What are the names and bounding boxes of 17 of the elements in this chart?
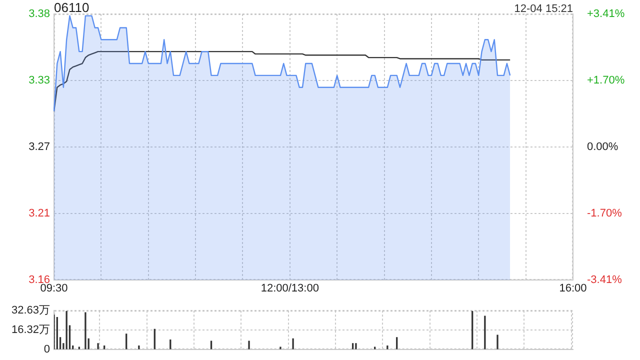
chart-title: 06110 <box>54 0 90 15</box>
y2-tick-label: +1.70% <box>587 74 625 87</box>
y-tick-label: 16.32万 <box>11 324 50 336</box>
x-tick-label: 16:00 <box>559 282 587 295</box>
y-tick-label: 3.27 <box>28 141 50 154</box>
y2-tick-label: 0.00% <box>587 141 618 154</box>
y-tick-label: 3.38 <box>28 8 50 20</box>
y2-tick-label: -3.41% <box>587 274 622 286</box>
y2-tick-label: -1.70% <box>587 207 622 220</box>
y-tick-label: 0 <box>44 343 50 356</box>
y-tick-label: 3.21 <box>28 208 50 220</box>
x-tick-label: 12:00/13:00 <box>260 282 319 295</box>
y-tick-label: 3.33 <box>28 74 50 87</box>
y-tick-label: 32.63万 <box>11 304 50 317</box>
x-tick-label: 09:30 <box>40 282 68 295</box>
annotation: 12-04 15:21 <box>514 3 573 15</box>
y2-tick-label: +3.41% <box>587 8 625 20</box>
